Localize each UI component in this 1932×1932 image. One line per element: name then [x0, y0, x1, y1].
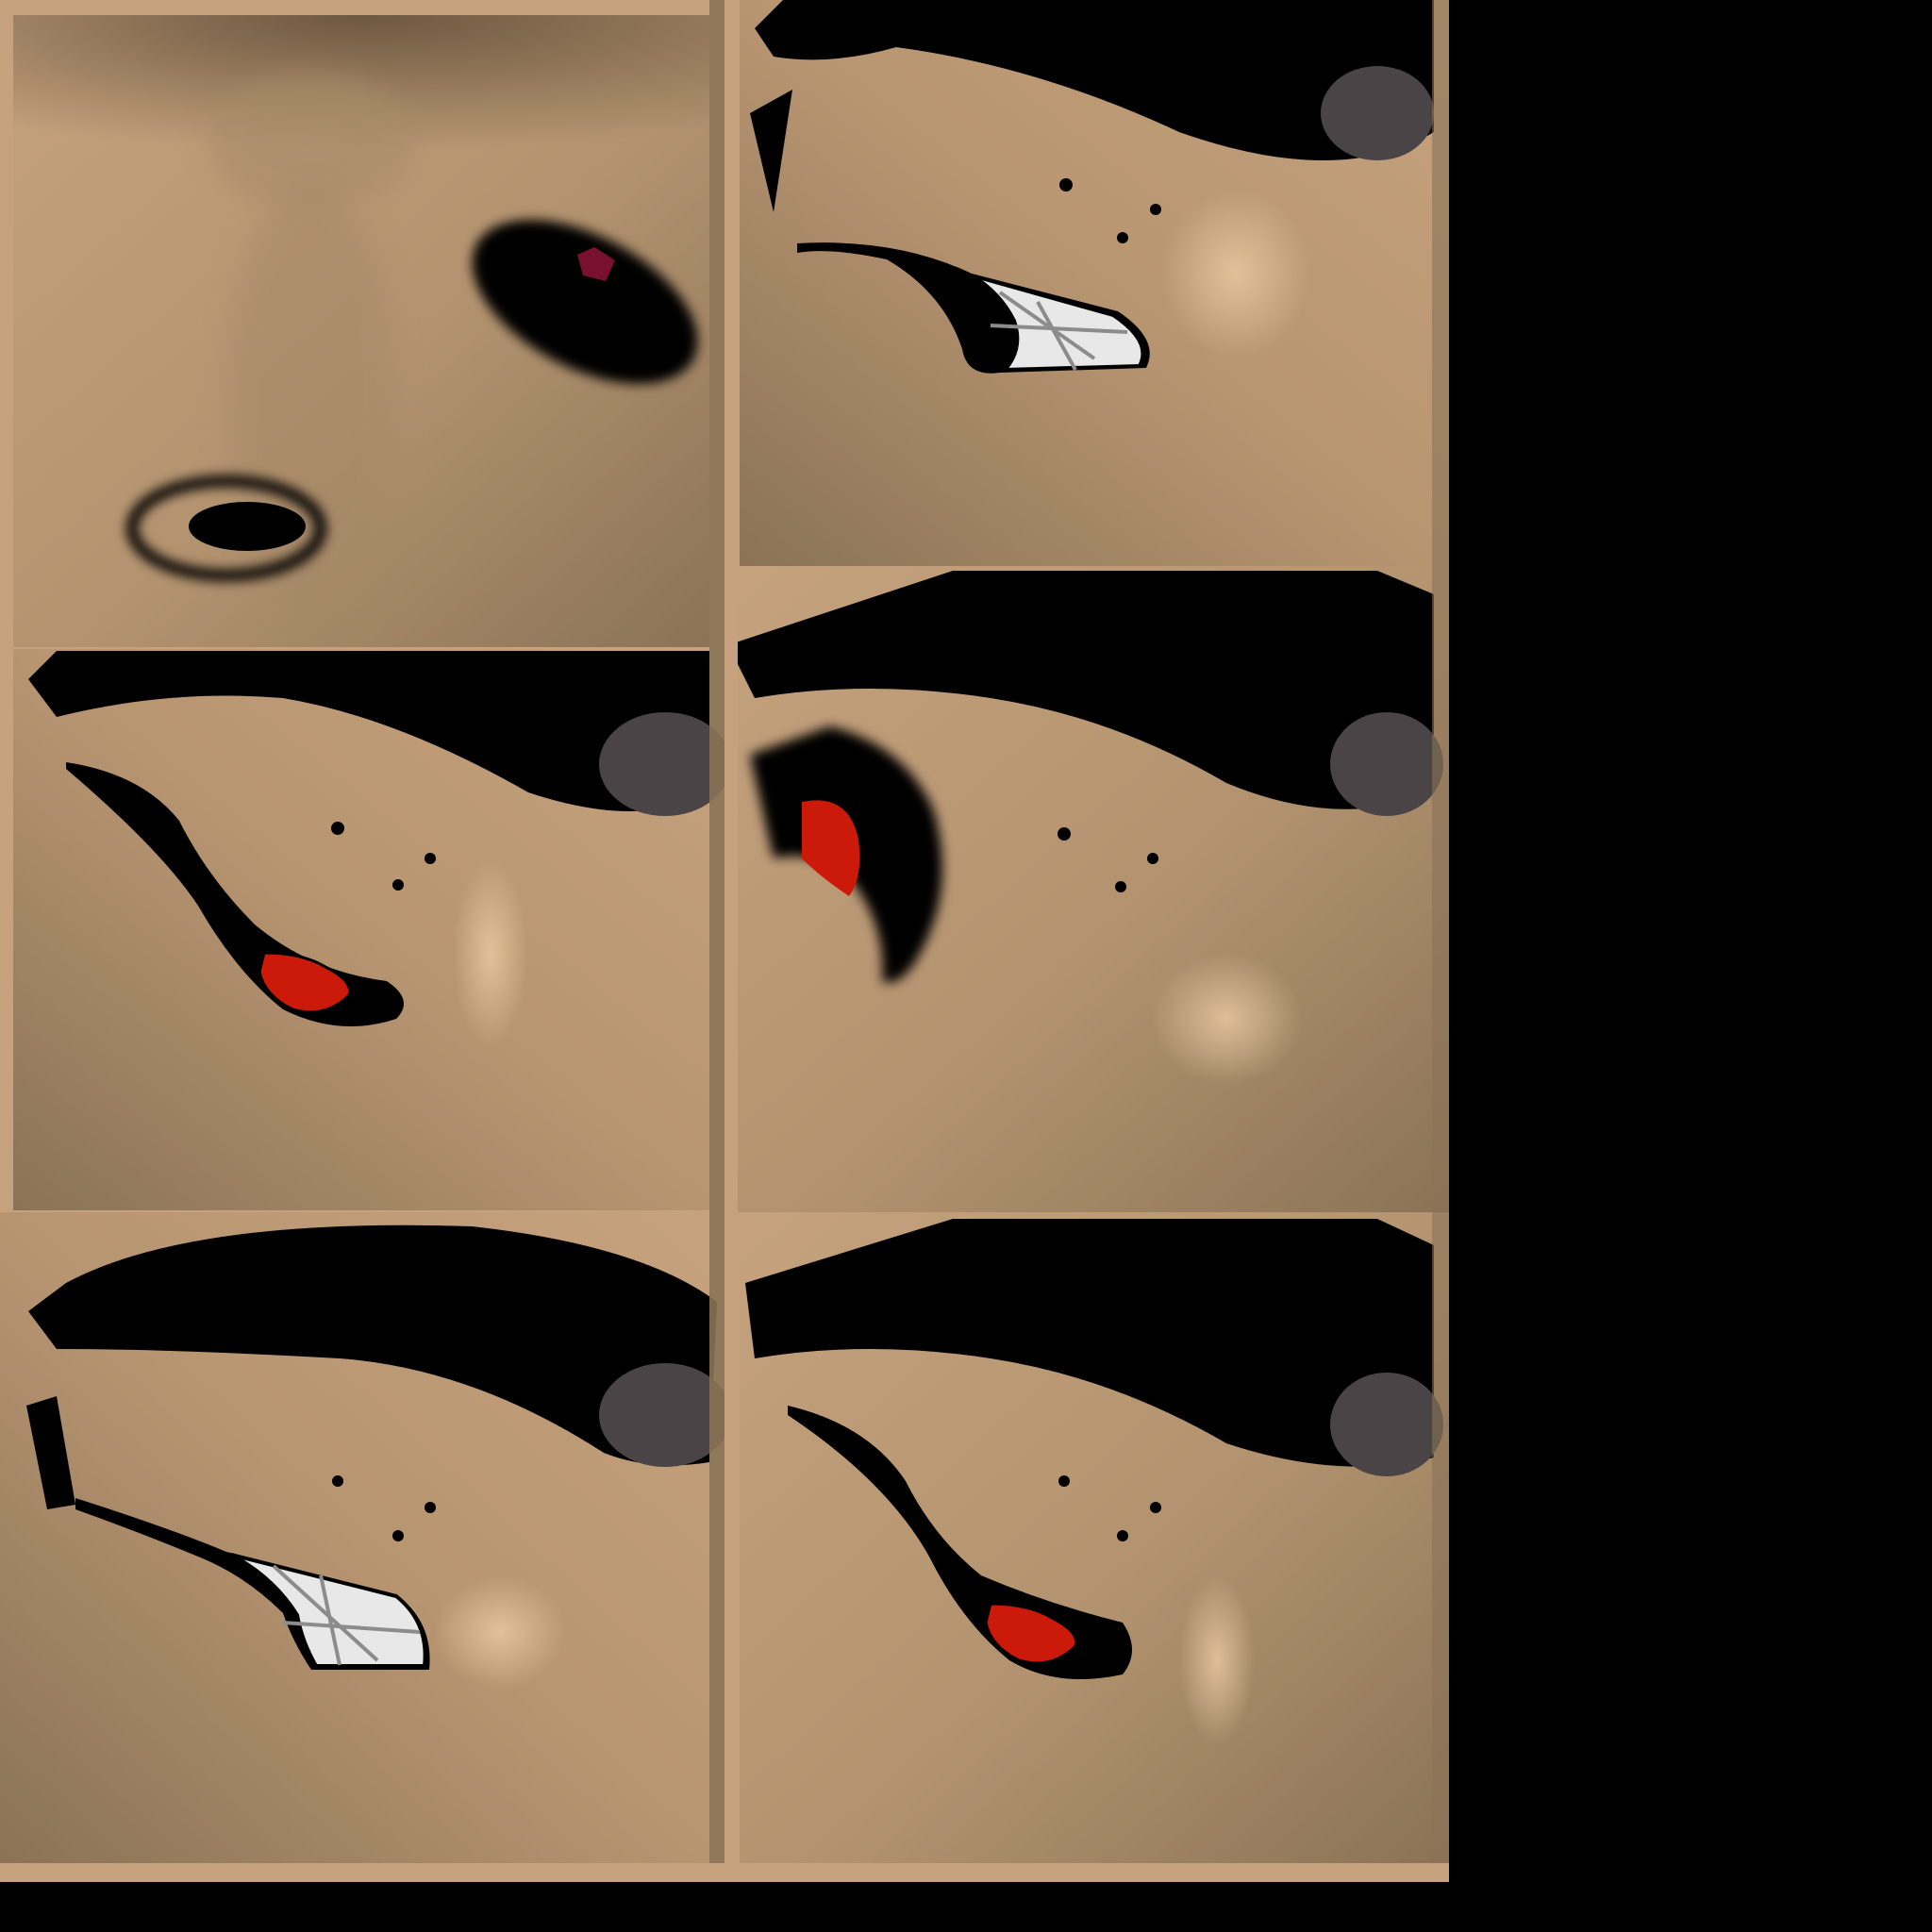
eye-corner-shadow	[472, 220, 698, 384]
teeth-icon	[75, 1498, 430, 1670]
tile-mouth-open-tongue-alt	[740, 1212, 1449, 1863]
open-mouth-icon	[788, 1406, 1132, 1679]
tongue-icon	[258, 951, 352, 1014]
teeth-icon	[797, 242, 1150, 374]
tile-mouth-teeth-grin	[740, 0, 1449, 566]
tile-nostril-closeup	[13, 15, 709, 647]
nostril-icon	[126, 475, 326, 581]
tongue-icon	[802, 800, 860, 896]
tongue-icon	[984, 1602, 1078, 1665]
tile-mouth-teeth-grin-alt	[0, 1212, 731, 1863]
tile-mouth-wide-open	[724, 566, 1449, 1212]
eyebrow-shape	[755, 0, 1434, 160]
tile-mouth-open-tongue	[13, 649, 731, 1210]
open-mouth-icon	[66, 762, 404, 1026]
wide-mouth-icon	[750, 726, 942, 983]
